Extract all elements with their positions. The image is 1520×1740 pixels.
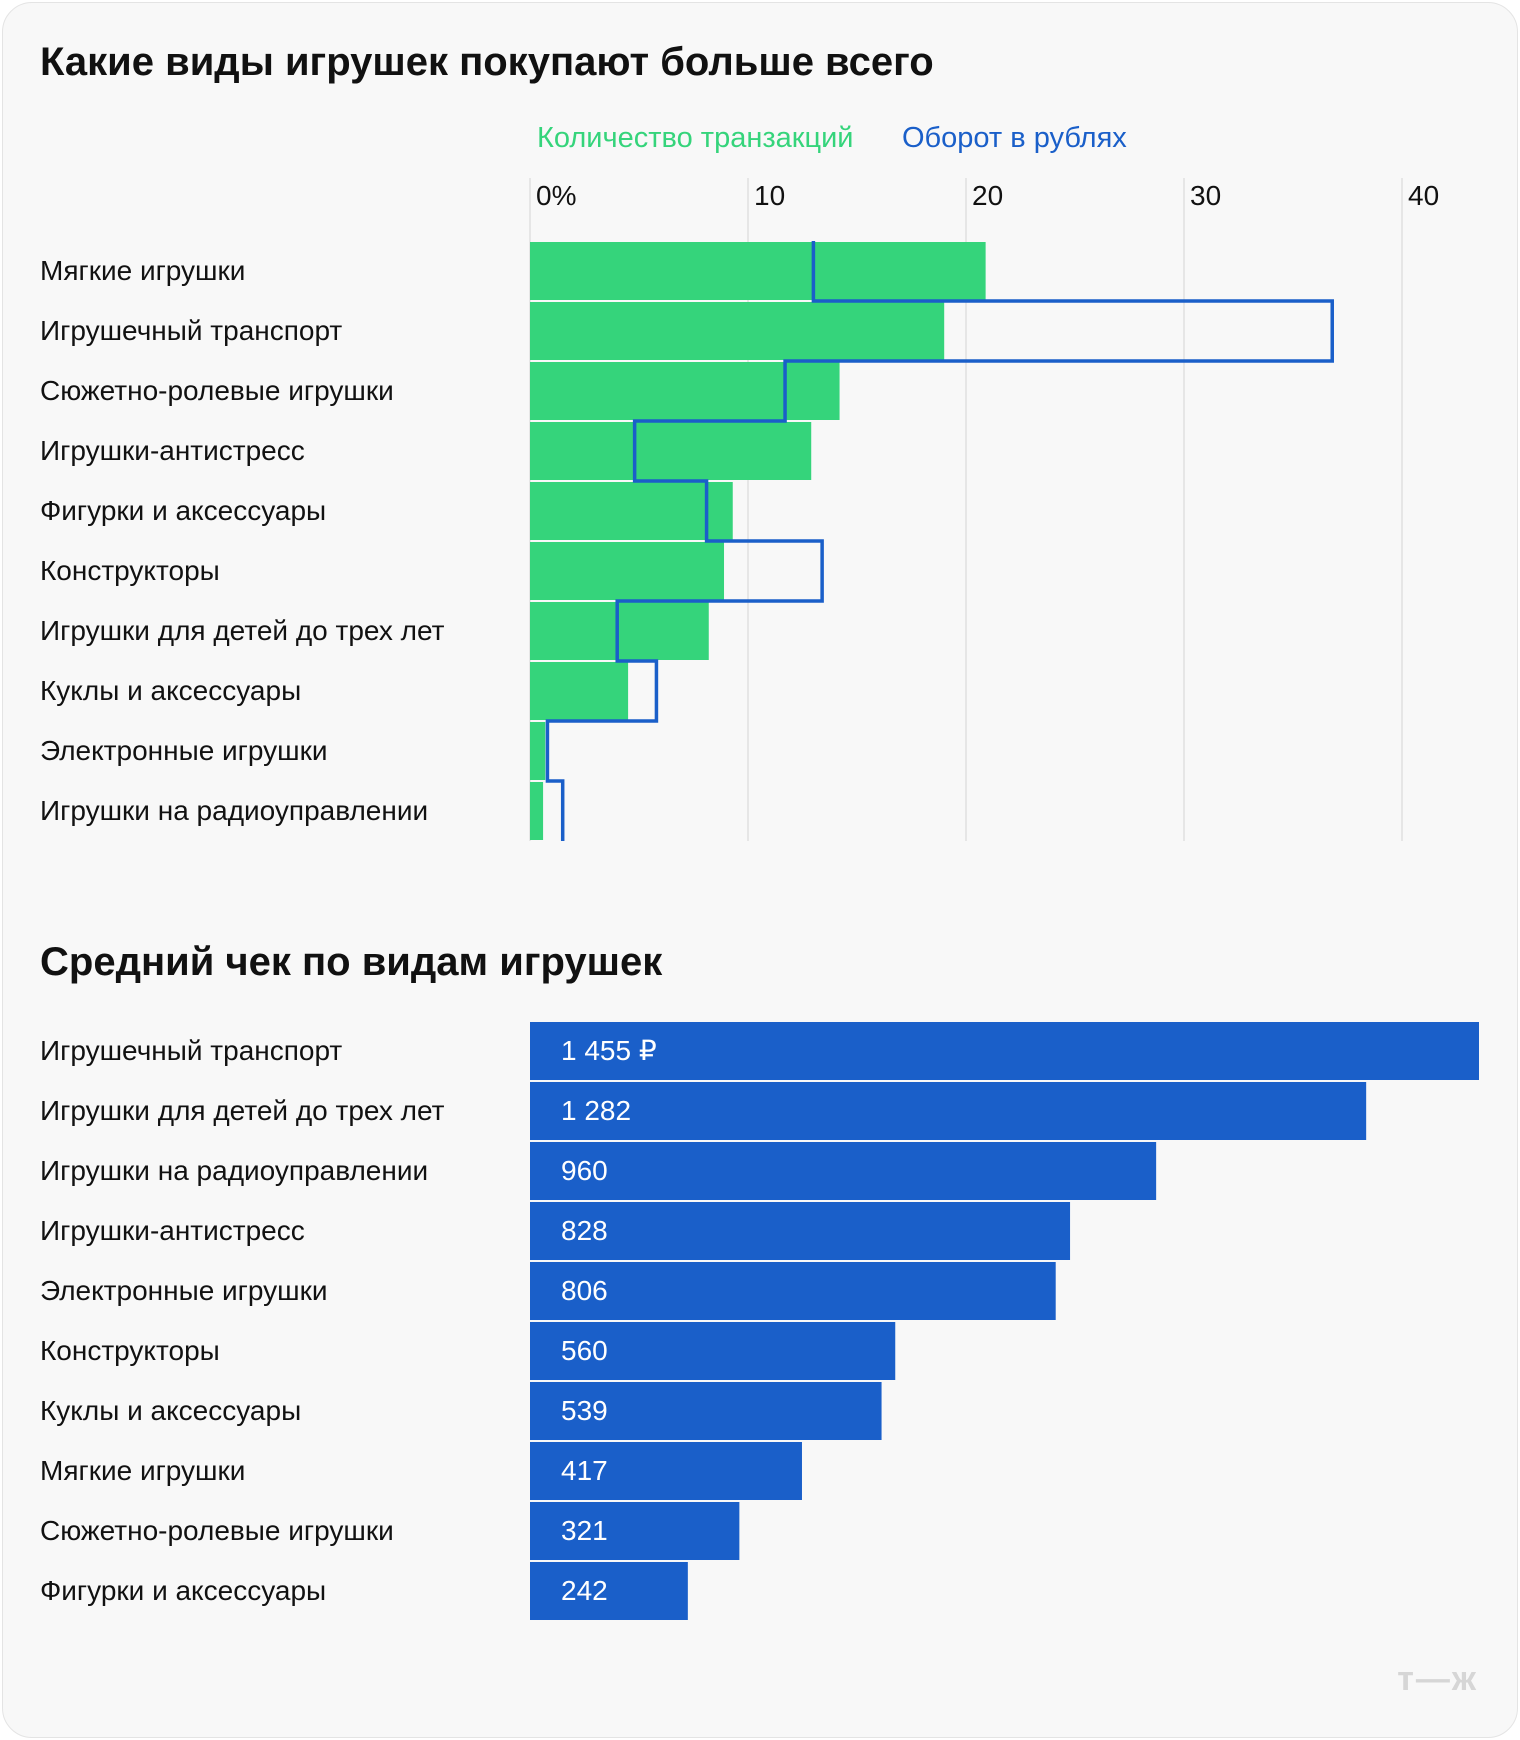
category-label: Фигурки и аксессуары: [40, 495, 327, 526]
category-label: Мягкие игрушки: [40, 255, 246, 286]
category-label: Сюжетно-ролевые игрушки: [40, 375, 394, 406]
category-label: Игрушечный транспорт: [40, 1035, 343, 1066]
avg-check-bar: [530, 1022, 1479, 1080]
category-label: Куклы и аксессуары: [40, 675, 302, 706]
avg-check-bar: [530, 1082, 1367, 1140]
category-label: Конструкторы: [40, 555, 220, 586]
x-tick-label: 0%: [536, 180, 577, 211]
transactions-bar: [530, 482, 733, 540]
x-tick-label: 40: [1408, 180, 1440, 211]
bar-value-label: 806: [561, 1275, 608, 1306]
bar-value-label: 560: [561, 1335, 608, 1366]
avg-check-bar: [530, 1562, 688, 1620]
x-tick-label: 30: [1190, 180, 1222, 211]
avg-check-bar: [530, 1382, 882, 1440]
category-label: Игрушки на радиоуправлении: [40, 795, 429, 826]
category-label: Игрушки для детей до трех лет: [40, 615, 445, 646]
transactions-bar: [530, 422, 812, 480]
category-label: Сюжетно-ролевые игрушки: [40, 1515, 394, 1546]
turnover-step-line: [545, 241, 1334, 841]
transactions-bar: [530, 362, 840, 420]
bar-value-label: 242: [561, 1575, 608, 1606]
avg-check-bar: [530, 1442, 802, 1500]
bar-value-label: 1 282: [561, 1095, 632, 1126]
x-tick-label: 10: [754, 180, 786, 211]
transactions-bar: [530, 542, 725, 600]
bar-value-label: 321: [561, 1515, 608, 1546]
bar-value-label: 1 455 ₽: [561, 1035, 657, 1066]
transactions-bar: [530, 662, 629, 720]
legend-transactions: Количество транзакций: [537, 122, 854, 154]
transactions-bar: [530, 782, 544, 840]
category-label: Конструкторы: [40, 1335, 220, 1366]
category-label: Игрушки-антистресс: [40, 1215, 305, 1246]
avg-check-bar: [530, 1202, 1071, 1260]
category-label: Куклы и аксессуары: [40, 1395, 302, 1426]
chart1-title: Какие виды игрушек покупают больше всего: [40, 40, 934, 84]
bar-value-label: 417: [561, 1455, 608, 1486]
chart2-title: Средний чек по видам игрушек: [40, 940, 663, 984]
category-label: Игрушечный транспорт: [40, 315, 343, 346]
category-label: Фигурки и аксессуары: [40, 1575, 327, 1606]
category-label: Электронные игрушки: [40, 735, 328, 766]
transactions-bar: [530, 722, 546, 780]
category-label: Электронные игрушки: [40, 1275, 328, 1306]
category-label: Игрушки-антистресс: [40, 435, 305, 466]
transactions-bar: [530, 242, 986, 300]
transactions-bar: [530, 302, 945, 360]
avg-check-bar: [530, 1322, 896, 1380]
x-tick-label: 20: [972, 180, 1004, 211]
bar-value-label: 539: [561, 1395, 608, 1426]
tzh-logo: т—ж: [1397, 1660, 1478, 1698]
transactions-bar: [530, 602, 709, 660]
avg-check-bar: [530, 1502, 740, 1560]
bar-value-label: 828: [561, 1215, 608, 1246]
bar-value-label: 960: [561, 1155, 608, 1186]
legend-turnover: Оборот в рублях: [902, 122, 1127, 154]
category-label: Игрушки для детей до трех лет: [40, 1095, 445, 1126]
avg-check-bar: [530, 1262, 1056, 1320]
category-label: Мягкие игрушки: [40, 1455, 246, 1486]
category-label: Игрушки на радиоуправлении: [40, 1155, 429, 1186]
avg-check-bar: [530, 1142, 1157, 1200]
